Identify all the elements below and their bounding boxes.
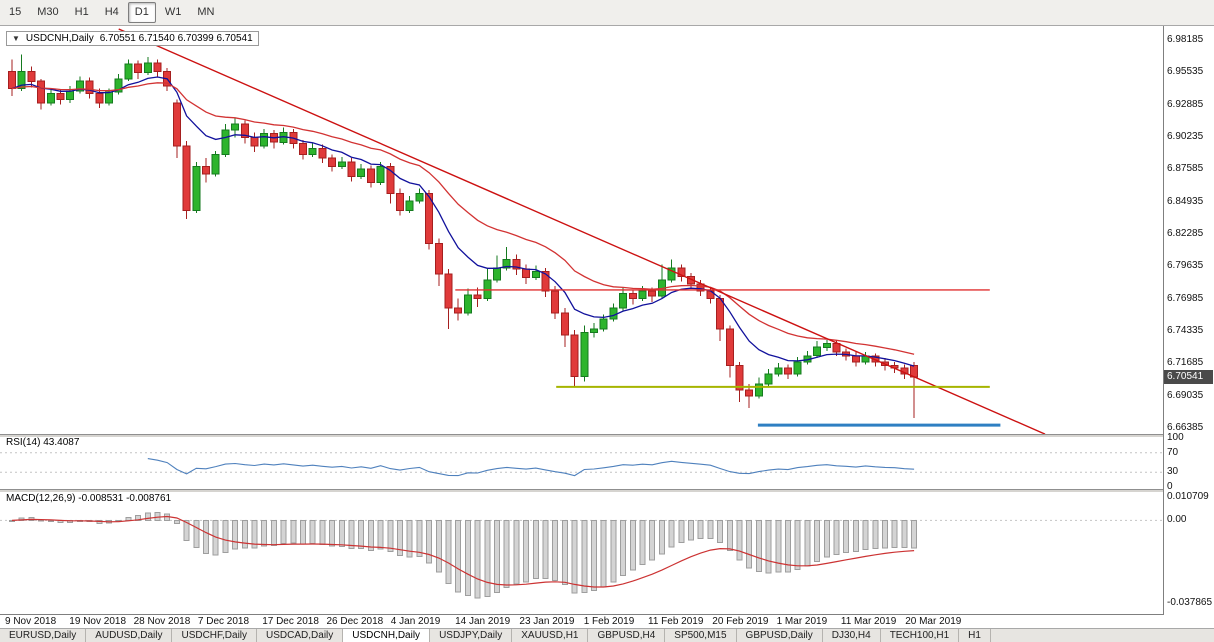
current-price-badge: 6.70541 — [1164, 370, 1213, 385]
rsi-label: RSI(14) 43.4087 — [6, 437, 80, 448]
ohlc-values: 6.70551 6.71540 6.70399 6.70541 — [99, 33, 253, 44]
time-axis-label: 23 Jan 2019 — [519, 616, 575, 627]
timeframe-h1[interactable]: H1 — [74, 6, 89, 18]
candlesticks — [8, 54, 919, 418]
timeframe-mn[interactable]: MN — [197, 6, 215, 18]
timeframe-d1[interactable]: D1 — [127, 2, 156, 23]
price-axis-label: 6.71685 — [1167, 357, 1204, 369]
timeframe-w1[interactable]: W1 — [164, 6, 182, 18]
chart-canvas[interactable] — [0, 26, 1163, 614]
time-axis-label: 1 Mar 2019 — [776, 616, 828, 627]
price-axis-label: 6.66385 — [1167, 422, 1204, 433]
pane-splitter-macd[interactable] — [0, 489, 1214, 492]
macd-histogram — [9, 511, 918, 599]
macd-axis-label: -0.037865 — [1167, 597, 1213, 608]
price-axis-label: 6.92885 — [1167, 98, 1204, 110]
price-axis-label: 6.74335 — [1167, 325, 1204, 336]
tab-xauusd-h1[interactable]: XAUUSD,H1 — [512, 629, 589, 642]
price-axis-label: 6.79635 — [1167, 260, 1204, 272]
tab-usdchf-daily[interactable]: USDCHF,Daily — [172, 629, 258, 642]
ma-slow-line — [11, 82, 915, 355]
rsi-line — [147, 458, 915, 477]
macd-label: MACD(12,26,9) -0.008531 -0.008761 — [6, 493, 172, 504]
price-axis-label: 6.90235 — [1167, 131, 1204, 142]
time-axis-label: 14 Jan 2019 — [455, 616, 511, 627]
time-axis-label: 9 Nov 2018 — [5, 616, 57, 627]
tab-partial-h1[interactable]: H1 — [959, 629, 991, 642]
timeframe-m30[interactable]: M30 — [37, 6, 59, 18]
tab-tech100-h1[interactable]: TECH100,H1 — [881, 629, 960, 642]
price-axis[interactable]: 6.70541 6.98185 6.95535 6.92885 6.90235 6.87… — [1164, 26, 1214, 614]
symbol-ohlc-label: ▼ USDCNH,Daily 6.70551 6.71540 6.70399 6… — [6, 31, 259, 46]
tab-gbpusd-h4[interactable]: GBPUSD,H4 — [588, 629, 666, 642]
time-axis-label: 7 Dec 2018 — [197, 616, 250, 627]
tab-dj30-h4[interactable]: DJ30,H4 — [823, 629, 881, 642]
symbol-dropdown-icon[interactable]: ▼ — [12, 34, 20, 43]
rsi-axis-label: 0 — [1167, 481, 1173, 492]
time-axis[interactable]: 9 Nov 2018 19 Nov 2018 28 Nov 2018 7 Dec 20… — [0, 614, 1164, 628]
timeframe-h4[interactable]: H4 — [104, 6, 119, 18]
time-axis-label: 11 Mar 2019 — [840, 616, 897, 627]
tab-usdcad-daily[interactable]: USDCAD,Daily — [257, 629, 344, 642]
chart-tabs: EURUSD,Daily AUDUSD,Daily USDCHF,Daily U… — [0, 628, 1214, 642]
rsi-axis-label: 100 — [1167, 432, 1184, 443]
tab-sp500-m15[interactable]: SP500,M15 — [665, 629, 737, 642]
tab-usdcnh-daily[interactable]: USDCNH,Daily — [343, 629, 431, 642]
price-axis-label: 6.84935 — [1167, 195, 1204, 207]
price-axis-label: 6.87585 — [1167, 163, 1204, 175]
tab-eurusd-daily[interactable]: EURUSD,Daily — [0, 629, 87, 642]
time-axis-label: 28 Nov 2018 — [133, 616, 191, 627]
rsi-axis-label: 70 — [1167, 446, 1179, 458]
macd-signal-line — [11, 515, 915, 588]
time-axis-label: 20 Mar 2019 — [905, 616, 962, 627]
axis-divider — [1163, 26, 1164, 628]
rsi-axis-label: 30 — [1167, 466, 1179, 478]
price-axis-label: 6.95535 — [1167, 66, 1204, 78]
tab-usdjpy-daily[interactable]: USDJPY,Daily — [430, 629, 513, 642]
price-axis-label: 6.69035 — [1167, 389, 1204, 401]
price-axis-label: 6.98185 — [1167, 34, 1204, 45]
timeframe-m15[interactable]: 15 — [9, 6, 22, 18]
price-axis-label: 6.82285 — [1167, 228, 1204, 239]
time-axis-label: 20 Feb 2019 — [712, 616, 769, 627]
time-axis-label: 11 Feb 2019 — [648, 616, 704, 627]
price-axis-label: 6.76985 — [1167, 292, 1204, 304]
time-axis-label: 26 Dec 2018 — [326, 616, 384, 627]
trendline[interactable] — [118, 28, 1046, 435]
timeframe-toolbar: 15 M30 H1 H4 D1 W1 MN — [0, 0, 1214, 26]
pane-splitter-rsi[interactable] — [0, 434, 1214, 437]
time-axis-label: 17 Dec 2018 — [262, 616, 319, 627]
symbol-name: USDCNH,Daily — [25, 33, 94, 44]
time-axis-label: 19 Nov 2018 — [69, 616, 127, 627]
time-axis-label: 4 Jan 2019 — [390, 616, 441, 627]
macd-axis-label: 0.00 — [1167, 514, 1187, 526]
macd-axis-label: 0.010709 — [1167, 491, 1209, 502]
tab-gbpusd-daily[interactable]: GBPUSD,Daily — [737, 629, 823, 642]
time-axis-label: 1 Feb 2019 — [583, 616, 635, 627]
tab-audusd-daily[interactable]: AUDUSD,Daily — [86, 629, 173, 642]
ma-fast-line — [11, 76, 915, 367]
